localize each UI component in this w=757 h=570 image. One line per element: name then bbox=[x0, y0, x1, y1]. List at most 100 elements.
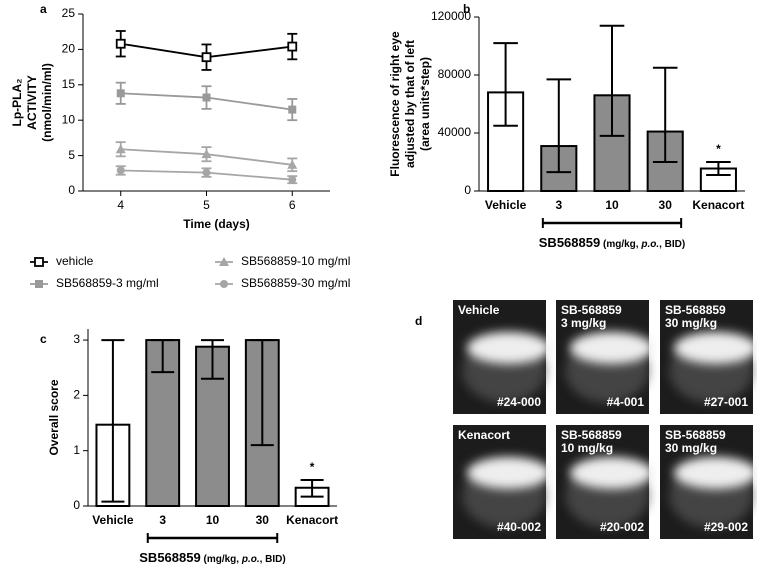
marker bbox=[288, 175, 297, 184]
x-tick-label: Kenacort bbox=[692, 198, 744, 212]
y-tick-label: 80000 bbox=[438, 67, 472, 81]
y-axis-label: (nmol/min/ml) bbox=[40, 63, 54, 142]
legend-label: SB568859-3 mg/ml bbox=[56, 276, 159, 290]
x-tick-label: 4 bbox=[117, 198, 124, 212]
x-tick-label: Vehicle bbox=[485, 198, 527, 212]
image-caption: Vehicle bbox=[458, 303, 500, 317]
group-label-part: (mg/kg, bbox=[201, 554, 242, 565]
panel-label: c bbox=[40, 332, 47, 346]
x-tick-label: 3 bbox=[159, 513, 166, 527]
image-caption: SB-568859 bbox=[561, 428, 622, 442]
error-bar bbox=[706, 161, 731, 177]
group-label-part: p.o. bbox=[640, 239, 659, 250]
image-vessels bbox=[673, 456, 757, 489]
panel-label: d bbox=[415, 314, 422, 328]
error-bar bbox=[200, 339, 225, 380]
y-tick-label: 20 bbox=[62, 42, 76, 56]
legend-label: vehicle bbox=[56, 254, 94, 268]
x-tick-label: 6 bbox=[289, 198, 296, 212]
marker bbox=[202, 93, 211, 102]
image-vessels bbox=[466, 456, 551, 489]
y-tick-label: 10 bbox=[62, 112, 76, 126]
image-vessels bbox=[569, 331, 654, 364]
panel-label: b bbox=[463, 2, 470, 16]
image-caption: SB-568859 bbox=[561, 303, 622, 317]
image-id: #24-000 bbox=[497, 395, 541, 409]
x-tick-label: 30 bbox=[659, 198, 673, 212]
x-tick-label: 30 bbox=[256, 513, 270, 527]
marker bbox=[116, 166, 125, 175]
error-bar bbox=[493, 42, 518, 127]
image-vessels bbox=[673, 331, 757, 364]
image-caption: Kenacort bbox=[458, 428, 510, 442]
significance-marker: * bbox=[716, 142, 721, 156]
marker bbox=[287, 159, 298, 169]
error-bar bbox=[546, 78, 572, 174]
y-axis-label: Overall score bbox=[47, 379, 61, 455]
y-tick-label: 5 bbox=[68, 148, 75, 162]
significance-marker: * bbox=[310, 460, 315, 474]
group-label-part: SB568859 bbox=[539, 235, 600, 250]
y-axis-label: adjusted by that of left bbox=[403, 40, 417, 168]
image-caption: 10 mg/kg bbox=[561, 441, 613, 455]
image-panel: Vehicle #24-000 bbox=[453, 300, 551, 414]
error-bar bbox=[151, 339, 175, 374]
image-id: #4-001 bbox=[607, 395, 645, 409]
x-tick-label: 10 bbox=[605, 198, 619, 212]
image-caption: 30 mg/kg bbox=[665, 316, 717, 330]
marker bbox=[34, 257, 44, 267]
y-tick-label: 1 bbox=[73, 443, 80, 457]
marker bbox=[115, 38, 126, 49]
group-label-part: , BID) bbox=[659, 239, 685, 250]
legend-label: SB568859-30 mg/ml bbox=[241, 276, 350, 290]
image-id: #27-001 bbox=[704, 395, 748, 409]
marker bbox=[116, 89, 125, 98]
image-id: #29-002 bbox=[704, 520, 748, 534]
marker bbox=[201, 149, 212, 159]
y-tick-label: 0 bbox=[464, 183, 471, 197]
error-bar bbox=[101, 339, 125, 503]
x-tick-label: 10 bbox=[206, 513, 220, 527]
error-bar bbox=[250, 339, 274, 447]
x-tick-label: 5 bbox=[203, 198, 210, 212]
marker bbox=[287, 41, 298, 52]
y-tick-label: 15 bbox=[62, 77, 76, 91]
image-id: #40-002 bbox=[497, 520, 541, 534]
y-tick-label: 2 bbox=[73, 388, 80, 402]
marker bbox=[201, 52, 212, 63]
error-bar bbox=[599, 24, 625, 137]
image-caption: SB-568859 bbox=[665, 303, 726, 317]
y-tick-label: 40000 bbox=[438, 125, 472, 139]
group-label-part: SB568859 bbox=[139, 550, 200, 565]
legend-label: SB568859-10 mg/ml bbox=[241, 254, 350, 268]
panel-label: a bbox=[40, 2, 47, 16]
marker bbox=[35, 280, 43, 288]
error-bar bbox=[652, 66, 678, 163]
x-tick-label: Kenacort bbox=[286, 513, 338, 527]
group-label-part: p.o. bbox=[241, 554, 260, 565]
marker bbox=[115, 144, 126, 154]
image-caption: 30 mg/kg bbox=[665, 441, 717, 455]
group-label: SB568859 (mg/kg, p.o., BID) bbox=[139, 550, 285, 565]
image-caption: 3 mg/kg bbox=[561, 316, 606, 330]
marker bbox=[288, 105, 297, 114]
marker bbox=[220, 280, 228, 288]
y-tick-label: 0 bbox=[73, 498, 80, 512]
y-axis-label: (area units*step) bbox=[418, 57, 432, 151]
marker bbox=[202, 168, 211, 177]
y-axis-label: Fluorescence of right eye bbox=[388, 31, 402, 177]
y-axis-label: Lp-PLA₂ bbox=[10, 79, 24, 127]
marker bbox=[219, 257, 229, 266]
image-caption: SB-568859 bbox=[665, 428, 726, 442]
y-tick-label: 0 bbox=[68, 183, 75, 197]
y-tick-label: 3 bbox=[73, 332, 80, 346]
image-id: #20-002 bbox=[600, 520, 644, 534]
y-tick-label: 120000 bbox=[431, 9, 471, 23]
x-tick-label: 3 bbox=[555, 198, 562, 212]
image-vessels bbox=[569, 456, 654, 489]
x-axis-label: Time (days) bbox=[183, 217, 249, 231]
